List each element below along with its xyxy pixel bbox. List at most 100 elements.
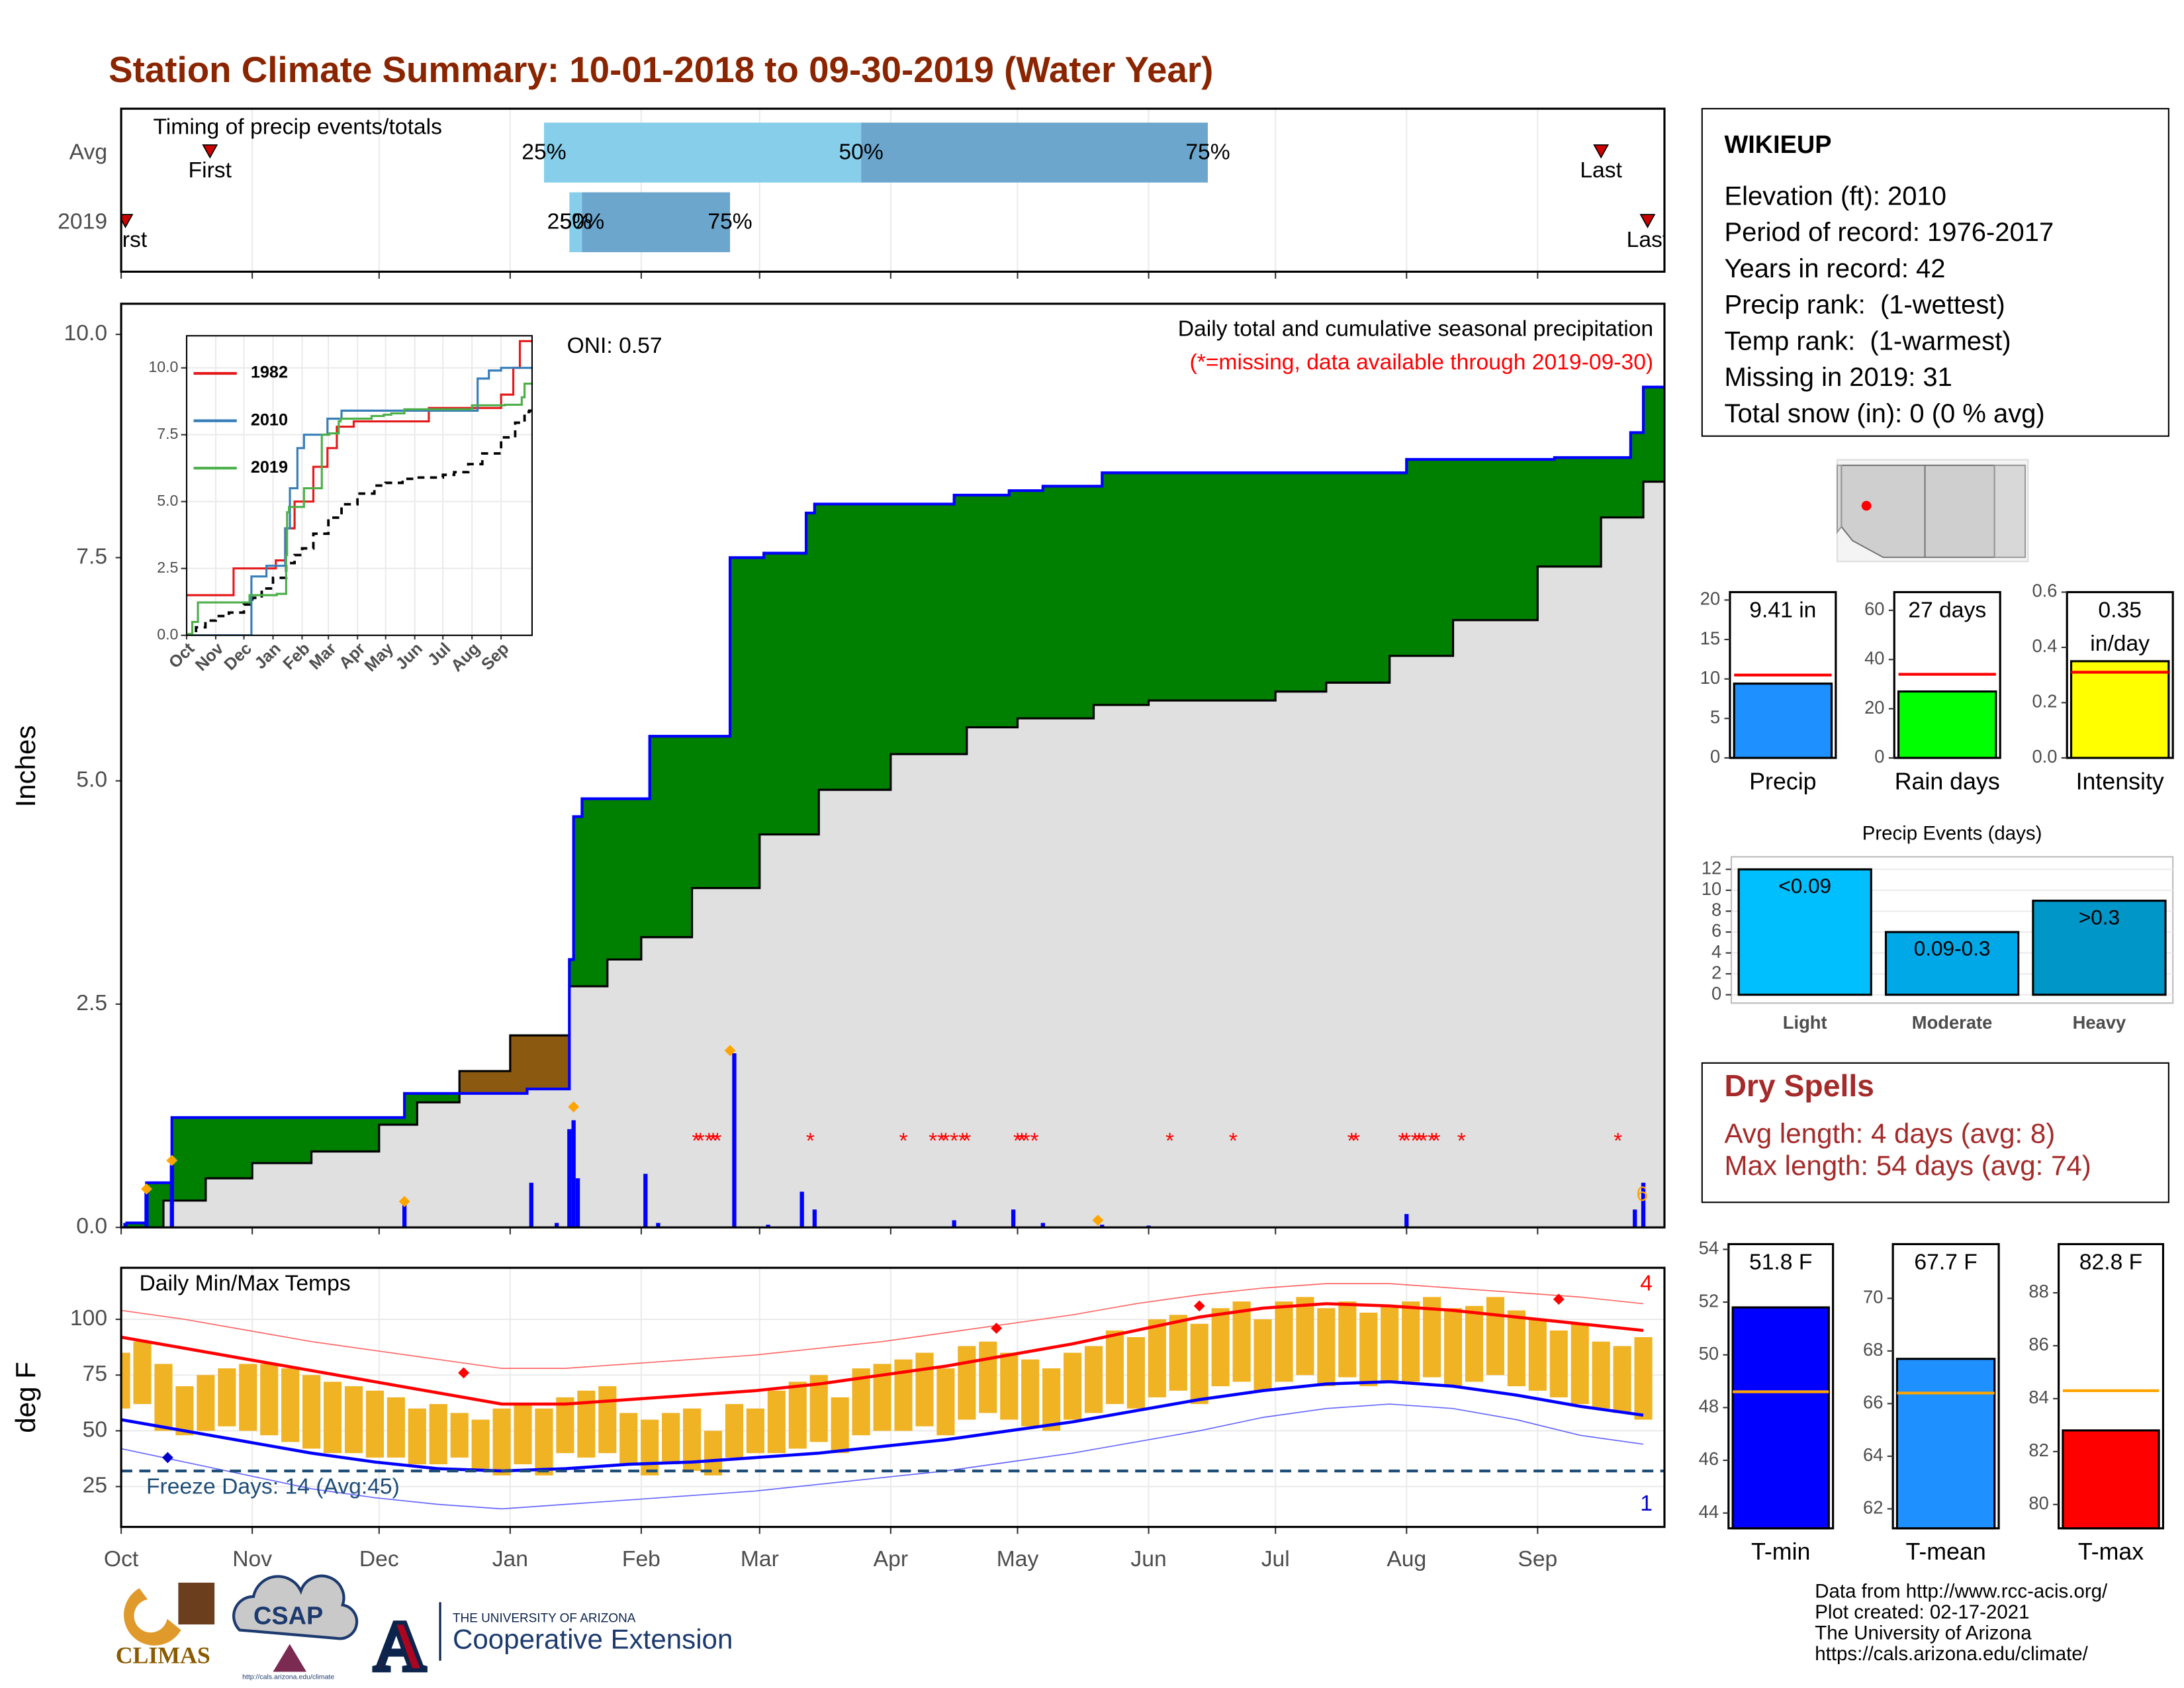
x-tick-label: Intensity xyxy=(2076,768,2164,794)
temp-range-bar xyxy=(1486,1297,1505,1376)
temp-range-bar xyxy=(598,1386,617,1454)
bar-label: <0.09 xyxy=(1778,874,1831,898)
value-label: 82.8 F xyxy=(2079,1250,2143,1275)
event-label: Last xyxy=(1580,158,1622,183)
temp-range-bar xyxy=(979,1341,997,1413)
y-tick-label: 0.4 xyxy=(2032,635,2057,656)
csap-mountain xyxy=(273,1644,307,1672)
temp-range-bar xyxy=(809,1375,828,1442)
y-tick-label: 0 xyxy=(1711,983,1721,1004)
value-label: 0.35 in/day xyxy=(2090,599,2150,657)
y-tick-label: 2.5 xyxy=(76,991,107,1015)
y-tick-label: 50 xyxy=(1699,1343,1719,1364)
missing-marker: * xyxy=(1347,1129,1356,1154)
bar xyxy=(2062,1429,2160,1530)
x-tick-label: Jun xyxy=(1130,1547,1166,1571)
temp-range-bar xyxy=(1359,1312,1378,1387)
station-name: WIKIEUP xyxy=(1724,131,1831,159)
event-diamond xyxy=(568,1101,580,1113)
temp-range-bar xyxy=(662,1413,680,1465)
y-tick-label: 68 xyxy=(1863,1339,1883,1360)
temp-range-bar xyxy=(1169,1315,1187,1391)
temp-range-bar xyxy=(154,1364,173,1431)
extension-text: Cooperative Extension xyxy=(453,1623,733,1654)
temp-range-bar xyxy=(133,1341,152,1405)
temp-range-bar xyxy=(1613,1346,1631,1413)
dry-spells-line: Max length: 54 days (avg: 74) xyxy=(1724,1150,2091,1181)
y-tick-label: 10 xyxy=(1702,878,1721,899)
y-tick-label: 40 xyxy=(1864,648,1884,669)
temp-range-bar xyxy=(1296,1297,1314,1376)
value-label: 67.7 F xyxy=(1914,1250,1978,1275)
missing-marker: * xyxy=(937,1129,946,1154)
event-diamond xyxy=(398,1196,410,1207)
climas-logo xyxy=(124,1588,181,1646)
dry-spells-title: Dry Spells xyxy=(1724,1068,1874,1103)
y-tick-label: 5.0 xyxy=(76,768,107,792)
y-tick-label: 20 xyxy=(1700,588,1720,609)
y-tick-label: 64 xyxy=(1863,1444,1883,1465)
event-diamond xyxy=(141,1183,152,1195)
y-tick-label: 86 xyxy=(2028,1334,2048,1354)
bar xyxy=(1731,1306,1830,1530)
temp-range-bar xyxy=(641,1419,659,1476)
freeze-label: Freeze Days: 14 (Avg:45) xyxy=(146,1475,400,1499)
x-tick-label: Nov xyxy=(232,1547,272,1571)
temp-range-bar xyxy=(1105,1330,1124,1405)
daily-bar xyxy=(732,1053,737,1228)
y-tick-label: 62 xyxy=(1863,1497,1883,1518)
temp-range-bar xyxy=(302,1375,321,1449)
y-tick-label: 48 xyxy=(1699,1396,1719,1417)
missing-marker: * xyxy=(929,1129,937,1154)
y-tick-label: 75 xyxy=(83,1362,107,1386)
year-line xyxy=(187,340,532,596)
missing-marker: * xyxy=(1402,1129,1411,1154)
daily-bar xyxy=(571,1120,576,1228)
y-tick-label: 60 xyxy=(1864,598,1884,619)
missing-marker: * xyxy=(1419,1129,1428,1154)
temp-range-bar xyxy=(1443,1308,1463,1387)
missing-marker: * xyxy=(1229,1129,1238,1154)
value-label-box: 82.8 F xyxy=(2079,1250,2143,1275)
quartile-label: 50% xyxy=(839,140,883,164)
daily-bar xyxy=(1011,1209,1016,1228)
daily-bar xyxy=(1404,1213,1409,1228)
daily-bar xyxy=(952,1220,956,1228)
csap-url: http://cals.arizona.edu/climate xyxy=(242,1673,334,1681)
bar-label: >0.3 xyxy=(2079,905,2120,929)
y-tick-label: 54 xyxy=(1699,1238,1719,1258)
year-line xyxy=(187,367,532,635)
info-line: Precip rank: (1-wettest) xyxy=(1724,291,2005,320)
temp-range-bar xyxy=(514,1404,532,1465)
y-tick-label: 12 xyxy=(1702,858,1721,878)
x-tick-label: Mar xyxy=(741,1547,779,1571)
temp-range-bar xyxy=(1634,1336,1653,1420)
x-tick-label: T-min xyxy=(1751,1538,1810,1565)
temp-range-bar xyxy=(492,1408,511,1476)
value-label-box: 51.8 F xyxy=(1749,1251,1812,1275)
temp-range-bar xyxy=(1063,1352,1082,1420)
y-tick-label: 80 xyxy=(2028,1493,2048,1513)
x-tick-label: Sep xyxy=(1518,1547,1557,1571)
temp-range-bar xyxy=(323,1382,342,1454)
missing-marker: * xyxy=(962,1129,971,1154)
temp-range-bar xyxy=(387,1397,405,1458)
temp-range-bar xyxy=(1317,1308,1336,1387)
y-tick-label: 25 xyxy=(83,1474,107,1498)
y-tick-label: 50 xyxy=(83,1417,107,1442)
value-label: 9.41 in xyxy=(1749,599,1817,623)
temp-range-bar xyxy=(1549,1330,1568,1397)
info-line: Period of record: 1976-2017 xyxy=(1724,218,2054,247)
station-dot xyxy=(1861,500,1872,511)
panel-label: Timing of precip events/totals xyxy=(154,115,442,140)
event-marker xyxy=(1593,144,1610,159)
temp-range-bar xyxy=(556,1397,574,1454)
missing-marker: * xyxy=(705,1129,713,1154)
daily-bar xyxy=(402,1205,407,1228)
bar xyxy=(2032,900,2167,996)
missing-marker: * xyxy=(1013,1129,1022,1154)
missing-marker: * xyxy=(713,1129,721,1154)
quartile-label: 75% xyxy=(1185,140,1230,164)
